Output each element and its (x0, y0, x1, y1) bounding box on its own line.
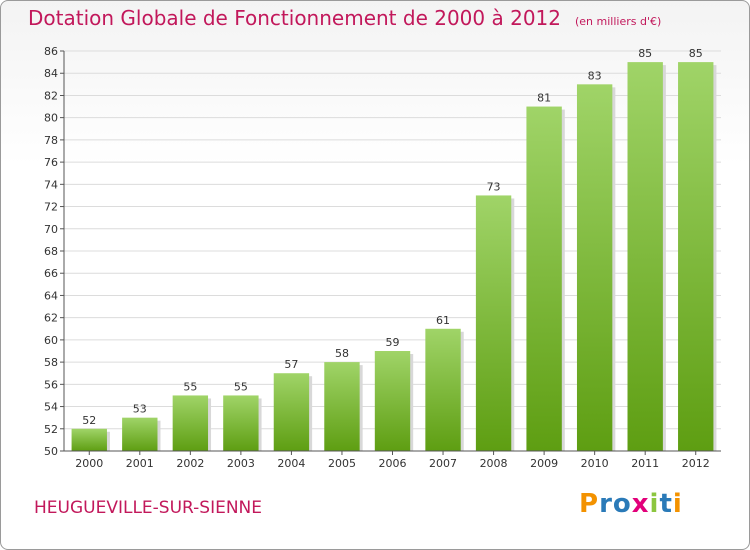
value-label: 61 (436, 314, 450, 327)
value-label: 83 (588, 69, 602, 82)
y-tick-label: 58 (44, 356, 58, 369)
y-tick-label: 56 (44, 378, 58, 391)
bar (172, 395, 209, 451)
y-tick-label: 52 (44, 423, 58, 436)
y-tick-label: 84 (44, 67, 58, 80)
y-tick-label: 72 (44, 201, 58, 214)
y-tick-label: 82 (44, 89, 58, 102)
y-tick-label: 86 (44, 45, 58, 58)
y-tick-label: 68 (44, 245, 58, 258)
x-tick-label: 2006 (379, 457, 407, 470)
bar (324, 362, 360, 451)
bar (576, 84, 613, 451)
chart-subtitle: (en milliers d'€) (575, 15, 662, 28)
logo-letter: P (579, 489, 600, 519)
y-tick-label: 70 (44, 223, 58, 236)
logo-letter: t (659, 489, 673, 519)
y-tick-label: 66 (44, 267, 58, 280)
bar (122, 417, 158, 451)
bar (678, 62, 714, 451)
x-tick-label: 2008 (480, 457, 508, 470)
title-row: Dotation Globale de Fonctionnement de 20… (28, 6, 661, 30)
x-tick-label: 2009 (530, 457, 558, 470)
logo-letter: x (631, 489, 650, 519)
location-name: HEUGUEVILLE-SUR-SIENNE (34, 498, 262, 518)
x-tick-label: 2000 (75, 457, 103, 470)
y-tick-label: 62 (44, 312, 58, 325)
x-tick-label: 2001 (126, 457, 154, 470)
bar (374, 351, 411, 451)
y-tick-label: 54 (44, 401, 58, 414)
bar (425, 328, 461, 451)
x-tick-label: 2004 (277, 457, 305, 470)
bar (273, 373, 310, 451)
proxiti-logo: Proxiti (579, 489, 683, 519)
bar (526, 106, 562, 452)
value-label: 81 (537, 92, 551, 105)
value-label: 73 (487, 180, 501, 193)
bar (223, 395, 259, 451)
x-tick-label: 2011 (631, 457, 659, 470)
value-label: 53 (133, 403, 147, 416)
y-tick-label: 76 (44, 156, 58, 169)
bar (71, 428, 107, 451)
value-label: 85 (638, 47, 652, 60)
bar (627, 62, 663, 451)
axis-layer: 50 52 54 56 58 60 62 64 66 68 70 72 74 76 78 80 82 84 86 20… (44, 45, 721, 470)
value-label: 55 (234, 380, 248, 393)
y-tick-label: 74 (44, 178, 58, 191)
value-label: 59 (386, 336, 400, 349)
x-tick-label: 2003 (227, 457, 255, 470)
y-tick-label: 64 (44, 289, 58, 302)
value-label: 52 (82, 414, 96, 427)
y-tick-label: 60 (44, 334, 58, 347)
x-tick-label: 2010 (581, 457, 609, 470)
x-tick-label: 2012 (682, 457, 710, 470)
value-label: 85 (689, 47, 703, 60)
logo-letter: i (649, 489, 660, 519)
x-tick-label: 2005 (328, 457, 356, 470)
logo-letter: o (612, 489, 632, 519)
y-tick-label: 80 (44, 112, 58, 125)
logo-letter: r (599, 489, 613, 519)
chart-title: Dotation Globale de Fonctionnement de 20… (28, 6, 561, 30)
logo-letter: i (672, 489, 683, 519)
x-tick-label: 2007 (429, 457, 457, 470)
bar (475, 195, 512, 451)
value-label: 58 (335, 347, 349, 360)
y-tick-label: 50 (44, 445, 58, 458)
x-tick-label: 2002 (176, 457, 204, 470)
value-label: 57 (284, 358, 298, 371)
y-tick-label: 78 (44, 134, 58, 147)
bar-layer: 52 53 55 55 57 58 59 61 73 81 83 85 85 (71, 47, 717, 452)
value-label: 55 (183, 380, 197, 393)
